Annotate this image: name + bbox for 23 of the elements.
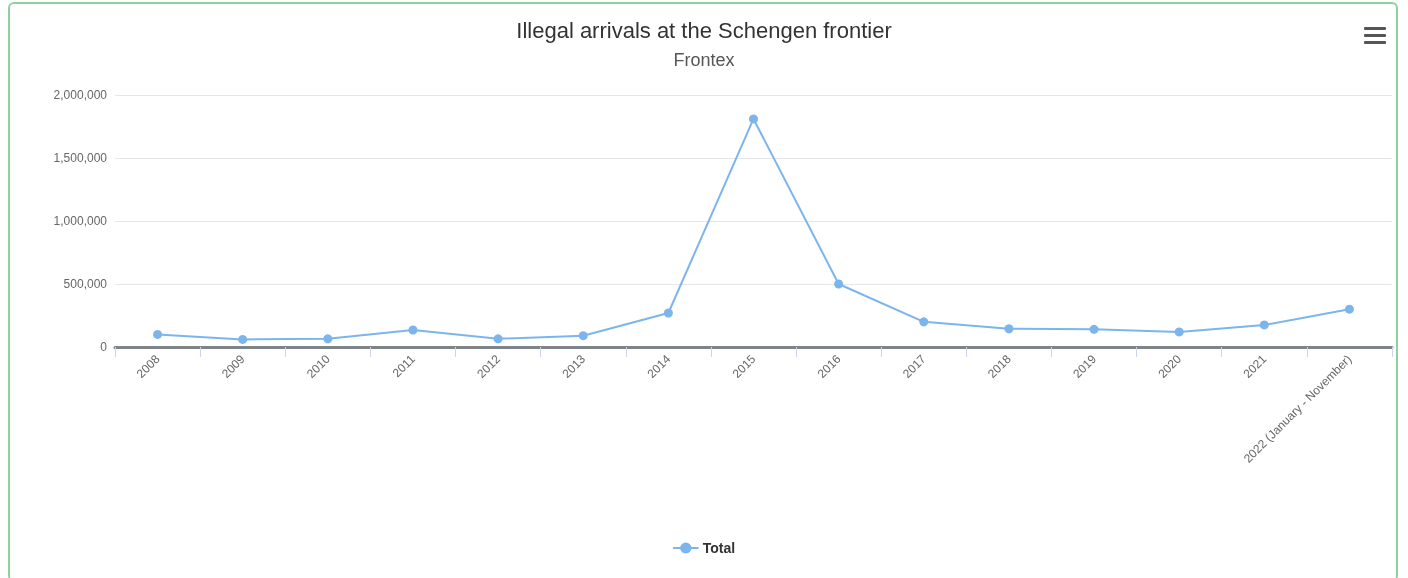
point (408, 325, 418, 335)
point (1344, 304, 1354, 314)
y-tick-label: 0 (100, 340, 108, 354)
point (153, 329, 163, 339)
y-tick-label: 1,500,000 (53, 151, 108, 165)
point (749, 114, 758, 124)
point (493, 334, 503, 344)
y-tick-label: 2,000,000 (53, 88, 108, 102)
y-tick-label: 500,000 (63, 277, 108, 291)
legend-label: Total (702, 540, 736, 556)
point (1174, 327, 1184, 337)
point (1259, 320, 1269, 330)
point (238, 334, 248, 344)
y-tick-label: 1,000,000 (53, 214, 108, 228)
point (578, 331, 588, 341)
chart-subtitle: Frontex (673, 50, 735, 70)
point (834, 279, 844, 289)
point (919, 317, 929, 327)
point (1004, 324, 1014, 334)
point (1089, 324, 1099, 334)
point (323, 334, 333, 344)
point (663, 308, 673, 318)
chart-title: Illegal arrivals at the Schengen frontier (516, 17, 892, 43)
